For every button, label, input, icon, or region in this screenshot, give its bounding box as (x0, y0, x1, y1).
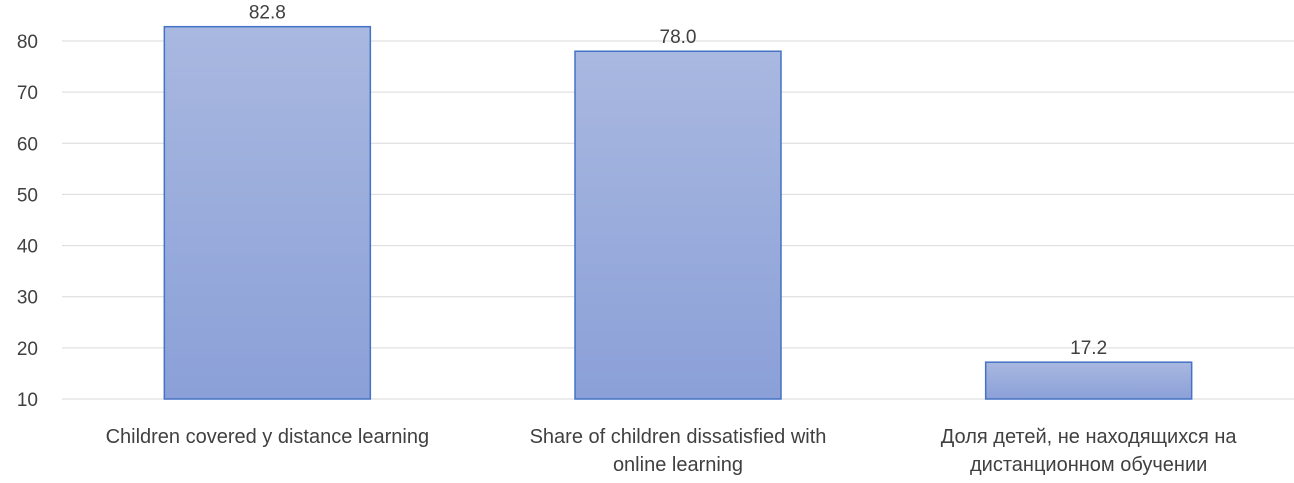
category-label-1: Children covered y distance learning (106, 426, 430, 448)
bar-2 (574, 50, 782, 400)
y-tick-label-80: 80 (17, 32, 38, 53)
y-tick-label-20: 20 (17, 339, 38, 360)
bar-3 (984, 361, 1193, 400)
category-label-2: Share of children dissatisfied with onlin… (530, 426, 827, 476)
bars (163, 25, 1193, 400)
data-label-2: 78.0 (660, 27, 697, 48)
y-tick-label-30: 30 (17, 288, 38, 309)
y-tick-label-10: 10 (17, 390, 38, 411)
bar-1 (163, 25, 372, 400)
y-tick-label-60: 60 (17, 134, 38, 155)
y-tick-label-50: 50 (17, 185, 38, 206)
y-tick-label-40: 40 (17, 237, 38, 258)
category-label-3: Доля детей, не находящихся на дистанционн… (941, 426, 1238, 476)
y-tick-label-70: 70 (17, 83, 38, 104)
data-labels: 82.8 78.0 17.2 (249, 3, 1107, 359)
data-label-1: 82.8 (249, 3, 286, 24)
y-axis-ticks: 10 20 30 40 50 60 70 80 (17, 32, 38, 411)
data-label-3: 17.2 (1070, 338, 1107, 359)
category-labels: Children covered y distance learning Shar… (106, 426, 1238, 476)
